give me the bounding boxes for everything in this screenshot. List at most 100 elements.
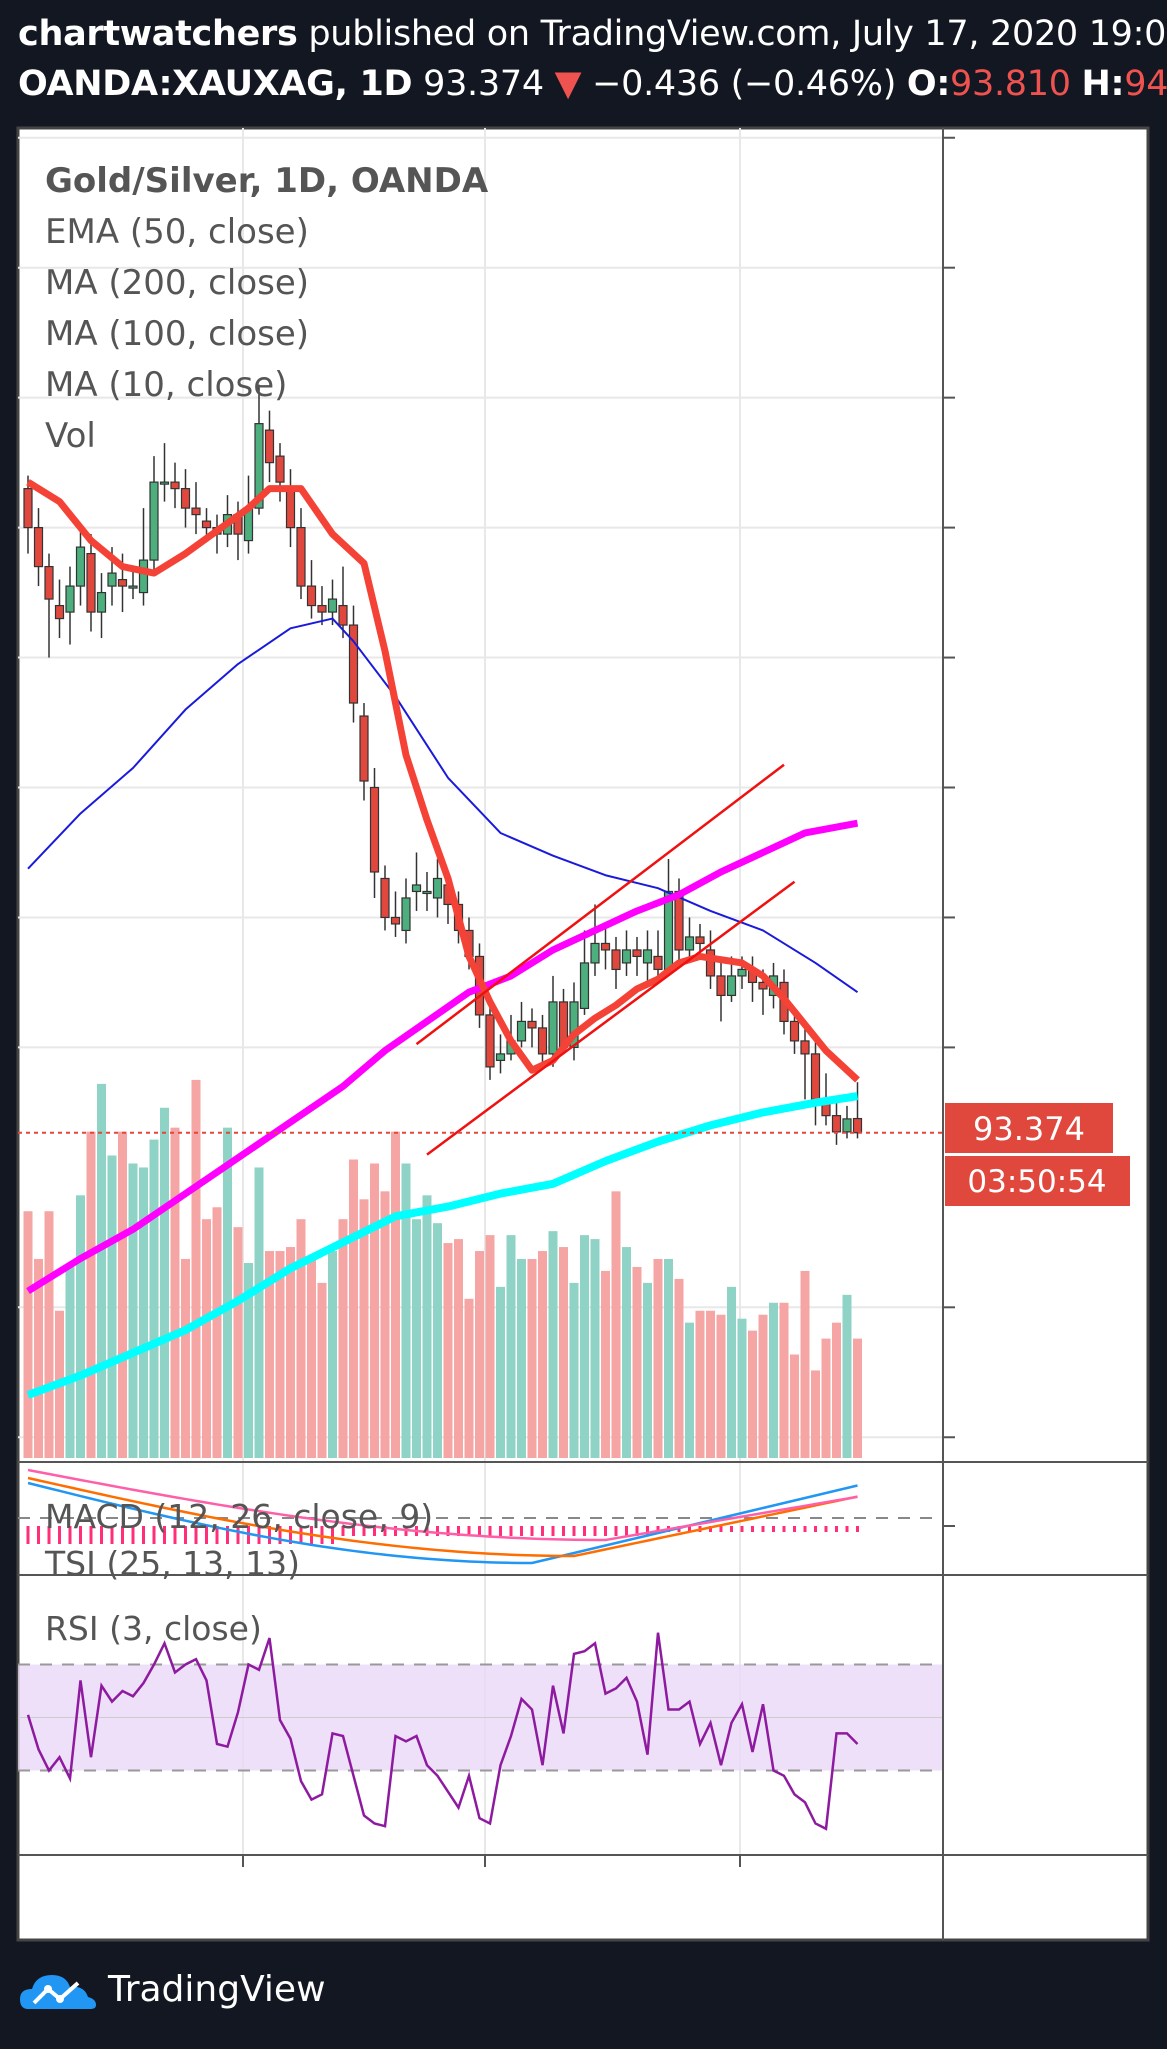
volume-bar: [23, 1211, 33, 1458]
candle-body: [264, 429, 275, 464]
volume-bar: [349, 1159, 358, 1458]
macd-line: [27, 1481, 858, 1565]
candle-body: [716, 975, 726, 997]
candle-body: [33, 526, 44, 568]
symbol-name: OANDA:XAUXAG, 1D: [18, 64, 413, 104]
volume-bar: [832, 1322, 841, 1458]
candle-body: [254, 423, 264, 509]
open-label: O:: [906, 64, 951, 104]
legend: Gold/Silver, 1D, OANDA EMA (50, close) M…: [44, 161, 489, 1648]
author-name[interactable]: chartwatchers: [18, 14, 298, 54]
volume-bar: [517, 1259, 526, 1458]
candle-body: [317, 604, 327, 613]
volume-bar: [464, 1298, 474, 1458]
candle-body: [852, 1117, 863, 1134]
volume-bar: [538, 1251, 547, 1458]
candle-body: [695, 936, 705, 945]
candle-body: [65, 585, 75, 613]
candle-body: [495, 1053, 506, 1062]
candle-body: [579, 962, 590, 1010]
volume-bar: [590, 1239, 600, 1458]
volume-bar: [716, 1314, 726, 1458]
volume-bar: [160, 1107, 169, 1458]
volume-bar: [853, 1338, 862, 1458]
price-change: −0.436 (−0.46%): [592, 64, 897, 104]
candle-body: [810, 1053, 821, 1100]
legend-title: Gold/Silver, 1D, OANDA: [45, 161, 489, 201]
volume-bar: [44, 1211, 54, 1458]
symbol-line: OANDA:XAUXAG, 1D 93.374 ▼ −0.436 (−0.46%…: [18, 64, 1167, 104]
legend-macd: MACD (12, 26, close, 9): [45, 1497, 433, 1536]
candle-body: [380, 877, 390, 919]
volume-bar: [128, 1163, 138, 1458]
volume-bar: [454, 1239, 463, 1458]
volume-bar: [380, 1191, 390, 1458]
candle-body: [128, 585, 138, 589]
volume-bar: [223, 1127, 232, 1458]
candle-body: [726, 975, 737, 997]
volume-bar: [622, 1247, 631, 1458]
volume-bar: [191, 1079, 201, 1458]
volume-bar: [328, 1251, 337, 1458]
price-badge-text: 93.374: [973, 1110, 1085, 1148]
candle-body: [758, 981, 768, 990]
volume-bar: [212, 1207, 222, 1458]
volume-bar: [695, 1310, 705, 1458]
legend-study-ema50: EMA (50, close): [45, 212, 309, 252]
published-text: published on TradingView.com, July 17, 2…: [308, 14, 1167, 54]
volume-bar: [76, 1195, 85, 1458]
volume-bar: [632, 1266, 642, 1458]
candle-body: [411, 884, 422, 893]
volume-bar: [443, 1243, 453, 1458]
volume-bar: [254, 1167, 264, 1458]
candle-body: [275, 455, 285, 483]
volume-bar: [580, 1235, 589, 1458]
volume-bar: [758, 1314, 768, 1458]
volume-bar: [170, 1127, 180, 1458]
volume-bar: [118, 1131, 127, 1458]
volume-bar: [643, 1282, 652, 1458]
candle-body: [789, 1020, 800, 1042]
volume-bar: [433, 1223, 442, 1458]
footer-brand: TradingView: [108, 1968, 326, 2010]
volume-bar: [97, 1083, 106, 1458]
candle-body: [159, 481, 170, 485]
legend-study-ma10: MA (10, close): [45, 365, 287, 405]
candle-body: [306, 585, 317, 607]
tradingview-footer[interactable]: TradingView: [18, 1965, 326, 2013]
volume-bar: [275, 1251, 285, 1458]
volume-bar: [296, 1219, 306, 1458]
volume-bar: [422, 1195, 432, 1458]
volume-bars: [23, 1079, 862, 1458]
candle-body: [422, 890, 432, 895]
chart-canvas[interactable]: Gold/Silver, 1D, OANDA EMA (50, close) M…: [0, 0, 1167, 1950]
open-value: 93.810: [950, 64, 1071, 104]
candle-body: [327, 598, 338, 613]
publish-line: chartwatchers published on TradingView.c…: [18, 14, 1167, 54]
volume-bar: [34, 1259, 43, 1458]
candle-body: [600, 942, 611, 951]
candle-body: [432, 877, 443, 899]
volume-bar: [559, 1247, 568, 1458]
candle-body: [390, 916, 401, 925]
candle-body: [117, 578, 128, 587]
volume-bar: [181, 1259, 190, 1458]
channel-trendline: [426, 880, 796, 1156]
candle-body: [285, 488, 296, 529]
channel-trendline: [415, 763, 785, 1046]
tsi-line: [27, 1468, 858, 1542]
price-badge: 93.374: [945, 1103, 1113, 1153]
candle-body: [516, 1020, 527, 1042]
ma200-line: [26, 819, 859, 1295]
candle-body: [170, 481, 180, 490]
candle-body: [653, 955, 663, 971]
candle-body: [674, 890, 684, 951]
candle-body: [590, 942, 600, 964]
volume-bar: [233, 1227, 243, 1458]
volume-bar: [149, 1139, 159, 1458]
volume-bar: [475, 1251, 484, 1458]
volume-bar: [800, 1270, 810, 1458]
volume-bar: [674, 1278, 684, 1458]
candle-body: [642, 949, 653, 964]
volume-bar: [527, 1259, 537, 1458]
